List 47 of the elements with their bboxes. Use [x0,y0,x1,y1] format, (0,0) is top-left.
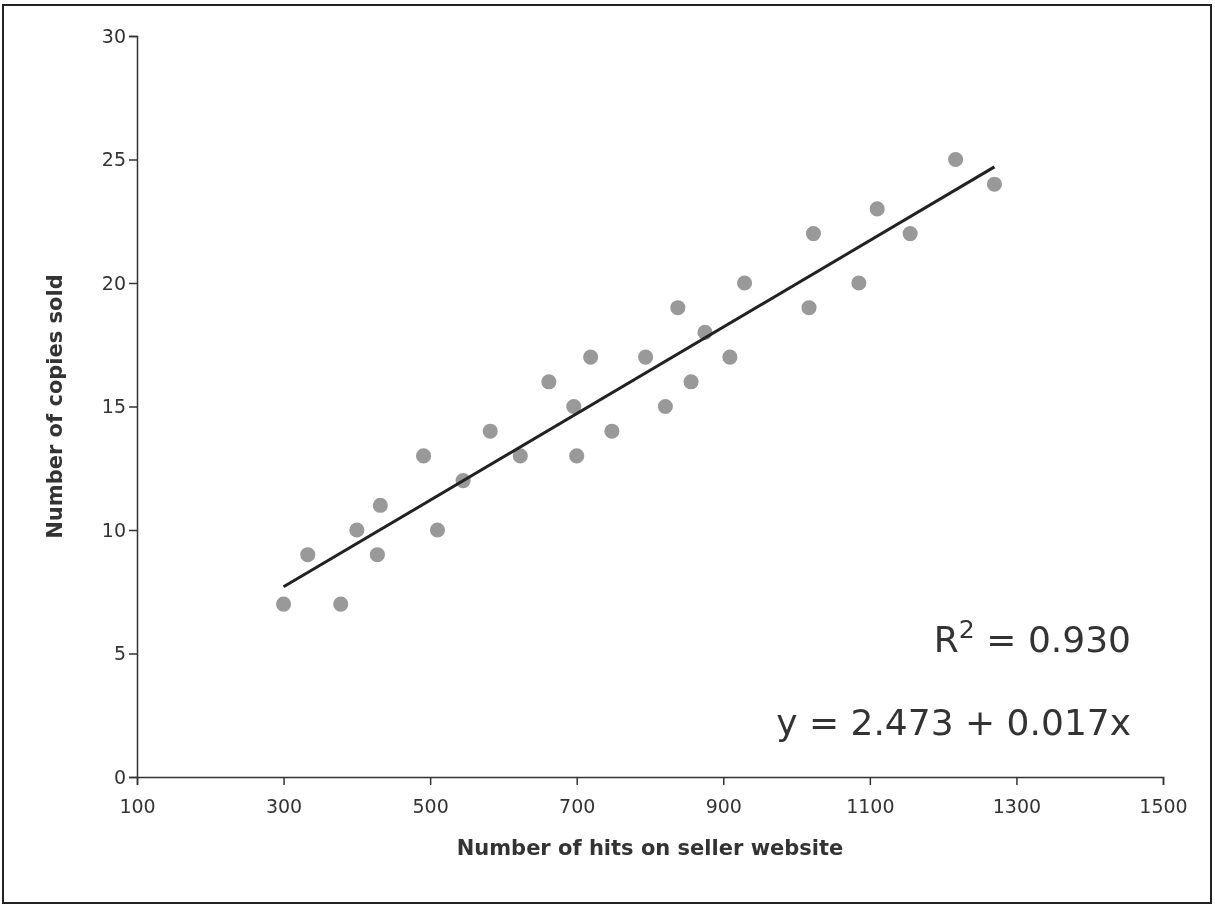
y-tick-label: 20 [101,271,126,294]
x-tick-label: 1500 [1139,794,1188,817]
point [638,349,654,365]
point [604,423,620,439]
y-tick-label: 15 [101,395,126,418]
point [276,596,292,612]
point [372,497,388,513]
y-axis-title: Number of copies sold [43,274,67,539]
x-tick-label: 300 [265,794,303,817]
point [333,596,349,612]
point [369,547,385,563]
point [657,398,673,415]
x-tick-label: 1100 [846,794,895,817]
annotation: y = 2.473 + 0.017x [776,702,1131,743]
point [569,448,585,464]
y-tick-label: 0 [113,765,126,788]
x-tick-label: 1300 [992,794,1042,817]
y-tick-label: 10 [101,518,126,541]
point [429,522,446,538]
y-tick-label: 25 [101,148,126,171]
point [986,176,1003,192]
point [482,423,498,439]
x-tick-label: 900 [705,794,742,817]
point [300,547,316,563]
point [801,300,817,316]
x-tick-label: 700 [559,794,596,817]
point [583,349,599,365]
y-tick-label: 30 [101,24,126,47]
point [670,300,686,316]
x-axis-title: Number of hits on seller website [456,836,844,860]
y-tick-label: 5 [113,642,126,665]
point [566,398,582,415]
point [512,448,528,464]
annotation: R$^{2}$ = 0.930 [933,614,1131,660]
point [722,349,738,365]
point [948,151,964,168]
point [869,201,885,217]
x-tick-label: 100 [119,794,156,817]
point [683,374,699,390]
point [415,448,432,464]
point [851,275,867,291]
point [902,226,918,242]
x-tick-label: 500 [412,794,449,817]
point [349,522,365,538]
point [805,226,821,242]
point [736,275,753,291]
point [541,374,557,390]
